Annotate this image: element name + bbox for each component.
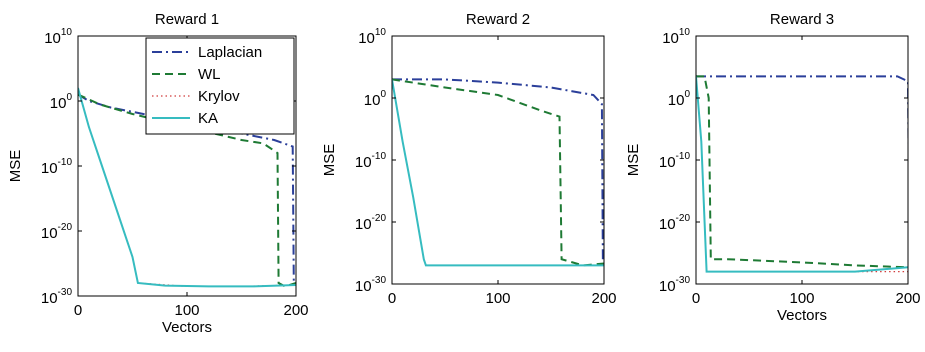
- y-tick-label: 10-30: [41, 287, 73, 307]
- x-tick-label: 100: [789, 290, 814, 307]
- legend-label-wl: WL: [198, 66, 221, 83]
- chart-panel-2: 0 100 200 10-30 10-20 10-10 100 1010 Reward 2 MSE: [321, 11, 617, 307]
- y-tick-label: 10-10: [41, 157, 73, 177]
- x-tick-label: 100: [485, 290, 510, 307]
- series-line-ka: [78, 87, 296, 288]
- y-tick-label: 100: [50, 92, 73, 112]
- x-tick-label: 0: [74, 302, 82, 319]
- y-tick-label: 1010: [44, 27, 72, 47]
- x-tick-label: 200: [591, 290, 616, 307]
- legend-label-ka: KA: [198, 110, 218, 127]
- series-line-ka: [392, 79, 604, 267]
- series-line-wl: [392, 78, 604, 267]
- x-tick-label: 200: [895, 290, 920, 307]
- axes-frame: [695, 35, 909, 285]
- series-line-ka: [696, 76, 908, 273]
- series-line-krylov: [696, 76, 908, 273]
- x-tick-label: 0: [692, 290, 700, 307]
- y-tick-label: 10-10: [355, 151, 387, 171]
- chart-title: Reward 3: [770, 11, 834, 28]
- y-tick-label: 100: [364, 89, 387, 109]
- legend-label-krylov: Krylov: [198, 88, 240, 105]
- y-axis-label: MSE: [7, 150, 24, 183]
- y-tick-label: 10-10: [659, 151, 691, 171]
- y-tick-label: 10-20: [355, 213, 387, 233]
- chart-panel-3: 0 100 200 10-30 10-20 10-10 100 1010 Reward 3 Vec…: [625, 11, 921, 324]
- y-tick-label: 1010: [358, 27, 386, 47]
- chart-panel-1: 0 100 200 10-30 10-20 10-10 100 1010 Reward 1 Vec…: [7, 11, 309, 336]
- x-tick-label: 200: [283, 302, 308, 319]
- legend: Laplacian WL Krylov KA: [145, 37, 295, 135]
- y-axis-label: MSE: [321, 144, 338, 177]
- y-tick-label: 10-20: [41, 222, 73, 242]
- y-tick-label: 1010: [662, 27, 690, 47]
- series-line-laplacian: [392, 78, 604, 267]
- chart-title: Reward 1: [155, 11, 219, 28]
- x-axis-label: Vectors: [777, 307, 827, 324]
- y-tick-label: 100: [668, 89, 691, 109]
- series-line-krylov: [392, 79, 604, 267]
- series-line-laplacian: [696, 75, 908, 210]
- legend-label-laplacian: Laplacian: [198, 44, 262, 61]
- x-tick-label: 100: [174, 302, 199, 319]
- axes-frame: [391, 35, 605, 285]
- y-tick-label: 10-30: [355, 275, 387, 295]
- x-tick-label: 0: [388, 290, 396, 307]
- y-tick-label: 10-20: [659, 213, 691, 233]
- y-tick-label: 10-30: [659, 275, 691, 295]
- y-axis-label: MSE: [625, 144, 642, 177]
- chart-title: Reward 2: [466, 11, 530, 28]
- x-axis-label: Vectors: [162, 319, 212, 336]
- series-line-wl: [696, 75, 908, 269]
